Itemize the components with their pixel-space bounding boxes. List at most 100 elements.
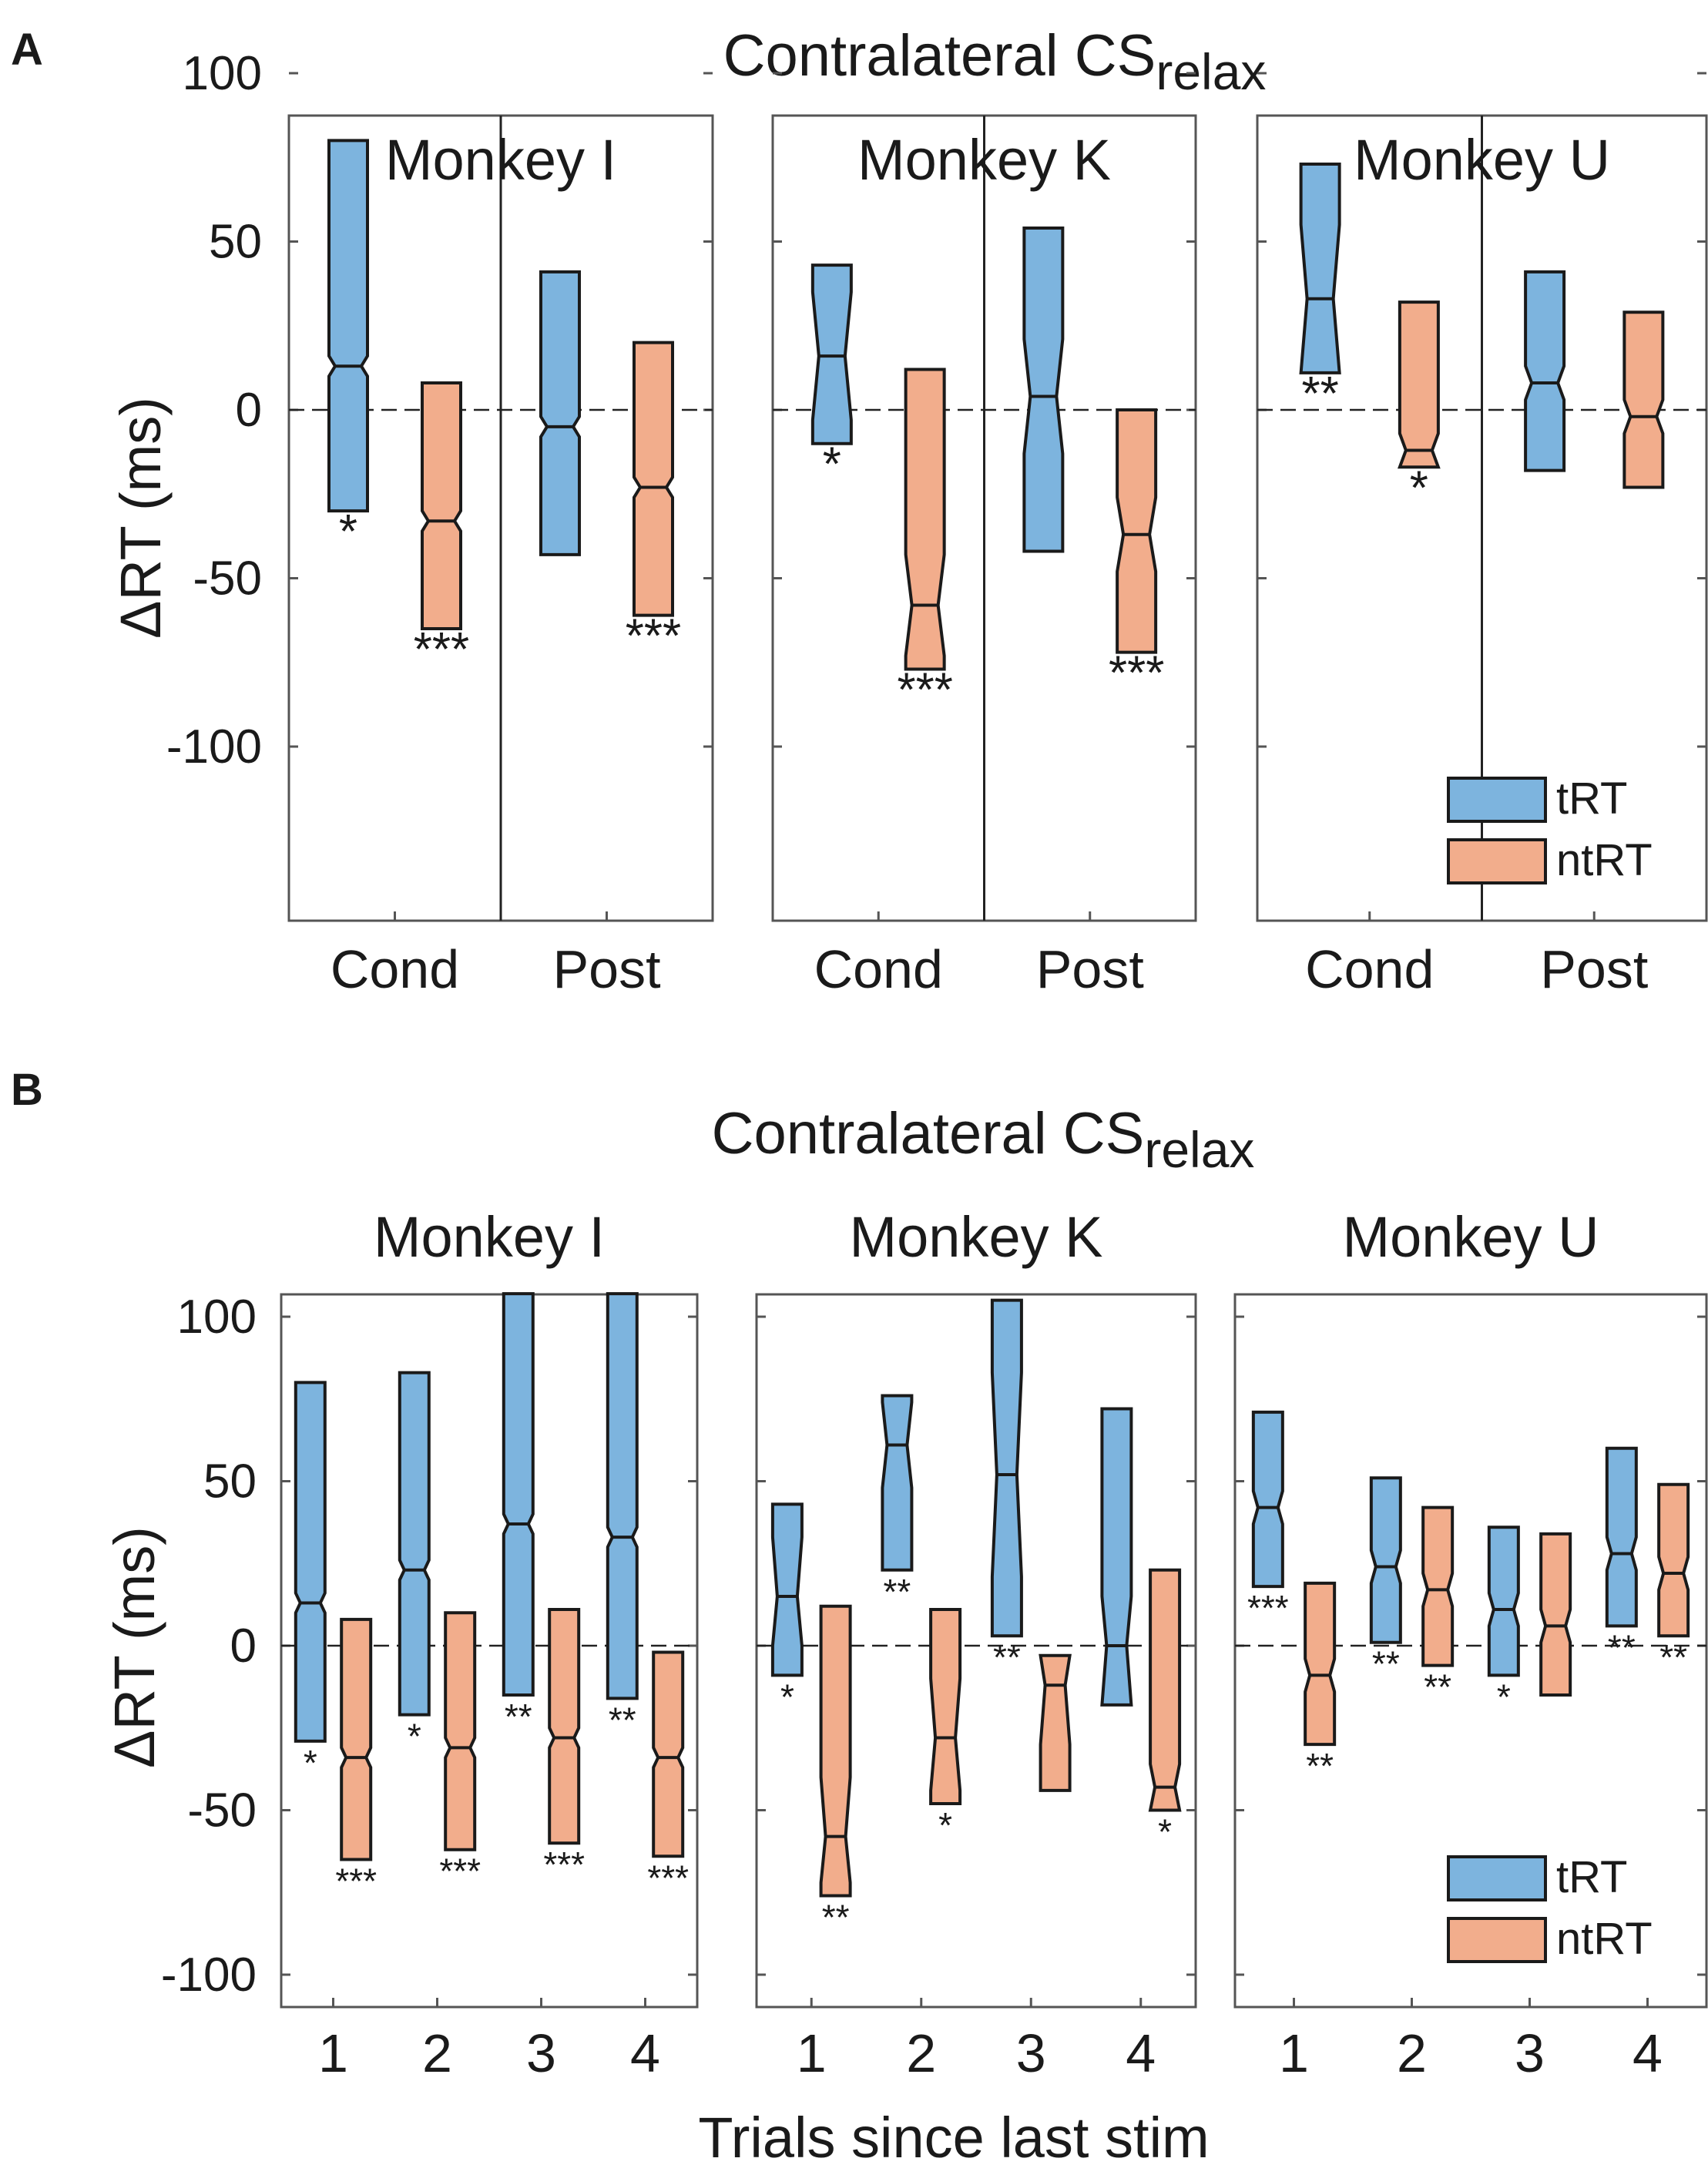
x-tick-label: 2 <box>422 2023 452 2083</box>
panel-b-title: Contralateral CSrelax <box>712 1101 1255 1178</box>
y-axis-label: ΔRT (ms) <box>102 1526 166 1768</box>
significance-marker: *** <box>439 1851 481 1891</box>
box-trt-post <box>539 270 581 556</box>
significance-marker: ** <box>993 1637 1021 1677</box>
box-ntrt-post <box>1622 310 1665 489</box>
box-trt-3 <box>502 1292 535 1697</box>
x-tick-label: 4 <box>1632 2023 1663 2083</box>
x-tick-label: Cond <box>1305 939 1434 999</box>
significance-marker: * <box>780 1677 794 1717</box>
subplot-title: Monkey K <box>849 1205 1102 1269</box>
significance-marker: * <box>1497 1677 1511 1717</box>
x-axis-label: Trials since last stim <box>698 2106 1209 2170</box>
significance-marker: *** <box>1247 1588 1289 1628</box>
box-trt-cond <box>1299 162 1341 374</box>
box-trt-2 <box>881 1394 914 1572</box>
legend-swatch-ntrt <box>1447 838 1547 884</box>
y-tick-label: 100 <box>183 47 262 100</box>
box-trt-post <box>1022 227 1065 553</box>
significance-marker: ** <box>505 1697 532 1737</box>
significance-marker: * <box>823 438 841 492</box>
subplot-title: Monkey U <box>1342 1205 1599 1269</box>
significance-marker: ** <box>822 1898 850 1938</box>
x-tick-label: 2 <box>1397 2023 1427 2083</box>
box-trt-cond <box>810 263 853 445</box>
panel-a-title: Contralateral CSrelax <box>723 23 1267 100</box>
legend-swatch-ntrt <box>1447 1917 1547 1963</box>
significance-marker: ** <box>1306 1746 1334 1786</box>
panel-b-title-subscript: relax <box>1144 1121 1254 1178</box>
x-tick-label: Post <box>1036 939 1144 999</box>
subplot-title: Monkey K <box>857 128 1111 192</box>
x-tick-label: Post <box>552 939 660 999</box>
x-tick-label: Post <box>1540 939 1648 999</box>
x-tick-label: 1 <box>318 2023 348 2083</box>
box-ntrt-cond <box>1398 300 1441 469</box>
box-ntrt-4 <box>652 1650 685 1858</box>
box-trt-3 <box>990 1298 1023 1638</box>
box-trt-4 <box>1100 1407 1133 1707</box>
x-tick-label: 1 <box>1279 2023 1309 2083</box>
box-trt-1 <box>1251 1410 1284 1589</box>
box-trt-2 <box>398 1371 431 1717</box>
box-ntrt-4 <box>1148 1568 1182 1812</box>
box-ntrt-1 <box>819 1604 852 1898</box>
significance-marker: * <box>1410 462 1428 515</box>
panel-a-title-subscript: relax <box>1156 43 1266 100</box>
y-tick-label: 100 <box>177 1291 257 1344</box>
significance-marker: * <box>408 1717 421 1757</box>
significance-marker: ** <box>1659 1637 1687 1677</box>
subplot-monkey-k: Monkey K1 2 3 4********* <box>755 1205 1197 2083</box>
box-ntrt-cond <box>904 368 946 671</box>
subplot-title: Monkey I <box>385 128 616 192</box>
legend-swatch-trt <box>1447 777 1547 823</box>
panel-b-title-main: Contralateral CS <box>712 1101 1145 1166</box>
axes-frame <box>755 1293 1197 2009</box>
y-tick-label: 0 <box>230 1620 257 1673</box>
box-trt-post <box>1524 270 1566 472</box>
box-ntrt-3 <box>1039 1653 1072 1792</box>
significance-marker: *** <box>647 1858 689 1898</box>
x-tick-label: 3 <box>1016 2023 1046 2083</box>
legend-label-trt: tRT <box>1556 774 1627 824</box>
y-tick-label: 0 <box>236 384 262 437</box>
panel-letter-a: A <box>11 25 43 75</box>
legend-label-ntrt: ntRT <box>1556 1914 1653 1964</box>
significance-marker: ** <box>1301 368 1338 421</box>
subplot-title: Monkey U <box>1354 128 1610 192</box>
box-ntrt-1 <box>340 1617 373 1861</box>
box-ntrt-post <box>633 341 674 617</box>
y-tick-label: 50 <box>203 1455 257 1509</box>
y-axis-label: ΔRT (ms) <box>109 397 173 639</box>
significance-marker: *** <box>414 623 469 676</box>
y-tick-label: -50 <box>193 552 262 606</box>
legend-label-trt: tRT <box>1556 1852 1627 1902</box>
box-trt-4 <box>1605 1446 1638 1628</box>
y-tick-label: -100 <box>166 720 262 774</box>
box-trt-4 <box>606 1292 639 1700</box>
legend-label-ntrt: ntRT <box>1556 835 1653 885</box>
significance-marker: ** <box>609 1700 636 1740</box>
significance-marker: *** <box>1109 647 1164 700</box>
x-tick-label: 3 <box>526 2023 556 2083</box>
x-tick-label: 1 <box>797 2023 827 2083</box>
box-ntrt-3 <box>1539 1532 1572 1697</box>
significance-marker: ** <box>1372 1644 1400 1684</box>
significance-marker: *** <box>897 663 952 717</box>
box-trt-cond <box>327 139 369 513</box>
significance-marker: * <box>1158 1812 1172 1852</box>
x-tick-label: 4 <box>630 2023 660 2083</box>
significance-marker: *** <box>626 610 681 663</box>
panel-b-plots: ΔRT (ms) 100 50 0 -50 -100 Trials since last s… <box>102 1205 1708 2170</box>
significance-marker: ** <box>1608 1627 1636 1667</box>
box-trt-1 <box>294 1381 327 1743</box>
panel-a-title-main: Contralateral CS <box>723 23 1156 89</box>
significance-marker: * <box>339 505 357 559</box>
box-ntrt-cond <box>421 381 462 631</box>
significance-marker: ** <box>1424 1667 1451 1707</box>
box-ntrt-4 <box>1657 1482 1690 1638</box>
